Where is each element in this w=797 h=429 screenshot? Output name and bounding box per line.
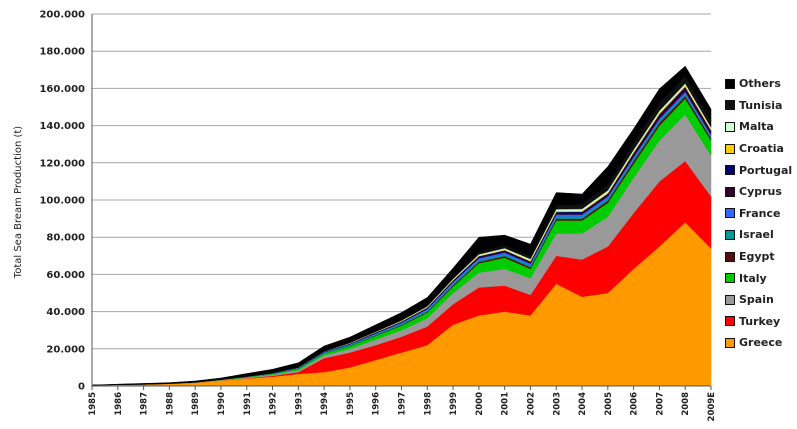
x-tick-label: 2000 <box>475 392 485 416</box>
legend-swatch <box>725 78 735 89</box>
legend-swatch <box>725 316 735 327</box>
legend-label: Greece <box>739 336 783 350</box>
x-tick-label: 1997 <box>398 392 408 416</box>
x-tick-label: 2001 <box>501 392 511 416</box>
legend-swatch <box>725 251 735 262</box>
x-tick-label: 2005 <box>604 392 614 416</box>
legend: Others Tunisia Malta Croatia Portugal Cyprus F… <box>725 73 797 354</box>
x-tick-label: 2002 <box>526 392 536 416</box>
legend-swatch <box>725 208 735 219</box>
legend-swatch <box>725 294 735 305</box>
area-series-others <box>91 65 712 386</box>
x-tick-label: 1986 <box>114 392 124 416</box>
legend-entry-greece: Greece <box>725 332 797 354</box>
legend-entry-turkey: Turkey <box>725 311 797 333</box>
legend-label: Portugal <box>739 163 793 177</box>
legend-entry-italy: Italy <box>725 267 797 289</box>
axes <box>91 14 712 390</box>
y-axis-label: Total Sea Bream Production (t) <box>13 126 24 279</box>
legend-swatch <box>725 273 735 284</box>
x-tick-label: 1987 <box>140 392 150 416</box>
legend-entry-israel: Israel <box>725 224 797 246</box>
legend-swatch <box>725 100 735 111</box>
legend-swatch <box>725 229 735 240</box>
legend-entry-croatia: Croatia <box>725 138 797 160</box>
legend-label: Italy <box>739 271 767 285</box>
legend-entry-spain: Spain <box>725 289 797 311</box>
y-tick-label: 20.000 <box>46 344 85 355</box>
legend-entry-egypt: Egypt <box>725 246 797 268</box>
legend-label: Cyprus <box>739 185 782 199</box>
legend-entry-france: France <box>725 203 797 225</box>
y-tick-labels: 0 20.000 40.000 60.000 80.000 100.000 120.000 1… <box>39 10 85 393</box>
y-tick-label: 160.000 <box>39 84 85 95</box>
y-tick-label: 140.000 <box>39 121 85 132</box>
x-tick-label: 1995 <box>346 392 356 416</box>
x-tick-label: 1993 <box>294 392 304 416</box>
x-tick-label: 2003 <box>552 392 562 416</box>
legend-entry-others: Others <box>725 73 797 95</box>
x-tick-labels: 1985 1986 1987 1988 1989 1990 1991 1992 1993 1994… <box>88 392 717 422</box>
legend-label: Malta <box>739 120 774 134</box>
legend-label: Croatia <box>739 142 784 156</box>
x-tick-label: 1994 <box>320 392 330 416</box>
legend-label: France <box>739 206 781 220</box>
x-tick-label: 2004 <box>578 392 588 416</box>
legend-swatch <box>725 186 735 197</box>
x-tick-label: 1998 <box>423 392 433 416</box>
y-tick-label: 80.000 <box>46 233 85 244</box>
legend-entry-cyprus: Cyprus <box>725 181 797 203</box>
legend-swatch <box>725 337 735 348</box>
x-tick-label: 1992 <box>269 392 279 416</box>
y-tick-label: 120.000 <box>39 158 85 169</box>
x-tick-label: 2009E <box>707 392 717 422</box>
y-tick-label: 40.000 <box>46 307 85 318</box>
area-series <box>91 65 712 387</box>
legend-swatch <box>725 165 735 176</box>
legend-label: Spain <box>739 293 774 307</box>
legend-entry-portugal: Portugal <box>725 159 797 181</box>
x-tick-label: 2006 <box>630 392 640 416</box>
legend-label: Israel <box>739 228 774 242</box>
x-tick-label: 1985 <box>88 392 98 416</box>
legend-entry-tunisia: Tunisia <box>725 95 797 117</box>
y-tick-label: 100.000 <box>39 196 85 207</box>
legend-swatch <box>725 121 735 132</box>
y-tick-label: 60.000 <box>46 270 85 281</box>
y-tick-label: 0 <box>78 382 85 393</box>
legend-label: Others <box>739 77 781 91</box>
x-tick-label: 1991 <box>243 392 253 416</box>
x-tick-label: 1989 <box>191 392 201 416</box>
grid-lines <box>92 13 711 387</box>
legend-label: Tunisia <box>739 98 783 112</box>
legend-label: Egypt <box>739 250 775 264</box>
x-tick-label: 1999 <box>449 392 459 416</box>
x-tick-label: 2007 <box>655 392 665 416</box>
legend-label: Turkey <box>739 314 781 328</box>
x-tick-label: 1990 <box>217 392 227 416</box>
y-tick-label: 200.000 <box>39 10 85 21</box>
legend-entry-malta: Malta <box>725 116 797 138</box>
x-tick-label: 1996 <box>372 392 382 416</box>
x-tick-label: 2008 <box>681 392 691 416</box>
legend-swatch <box>725 143 735 154</box>
x-tick-label: 1988 <box>165 392 175 416</box>
y-tick-label: 180.000 <box>39 47 85 58</box>
